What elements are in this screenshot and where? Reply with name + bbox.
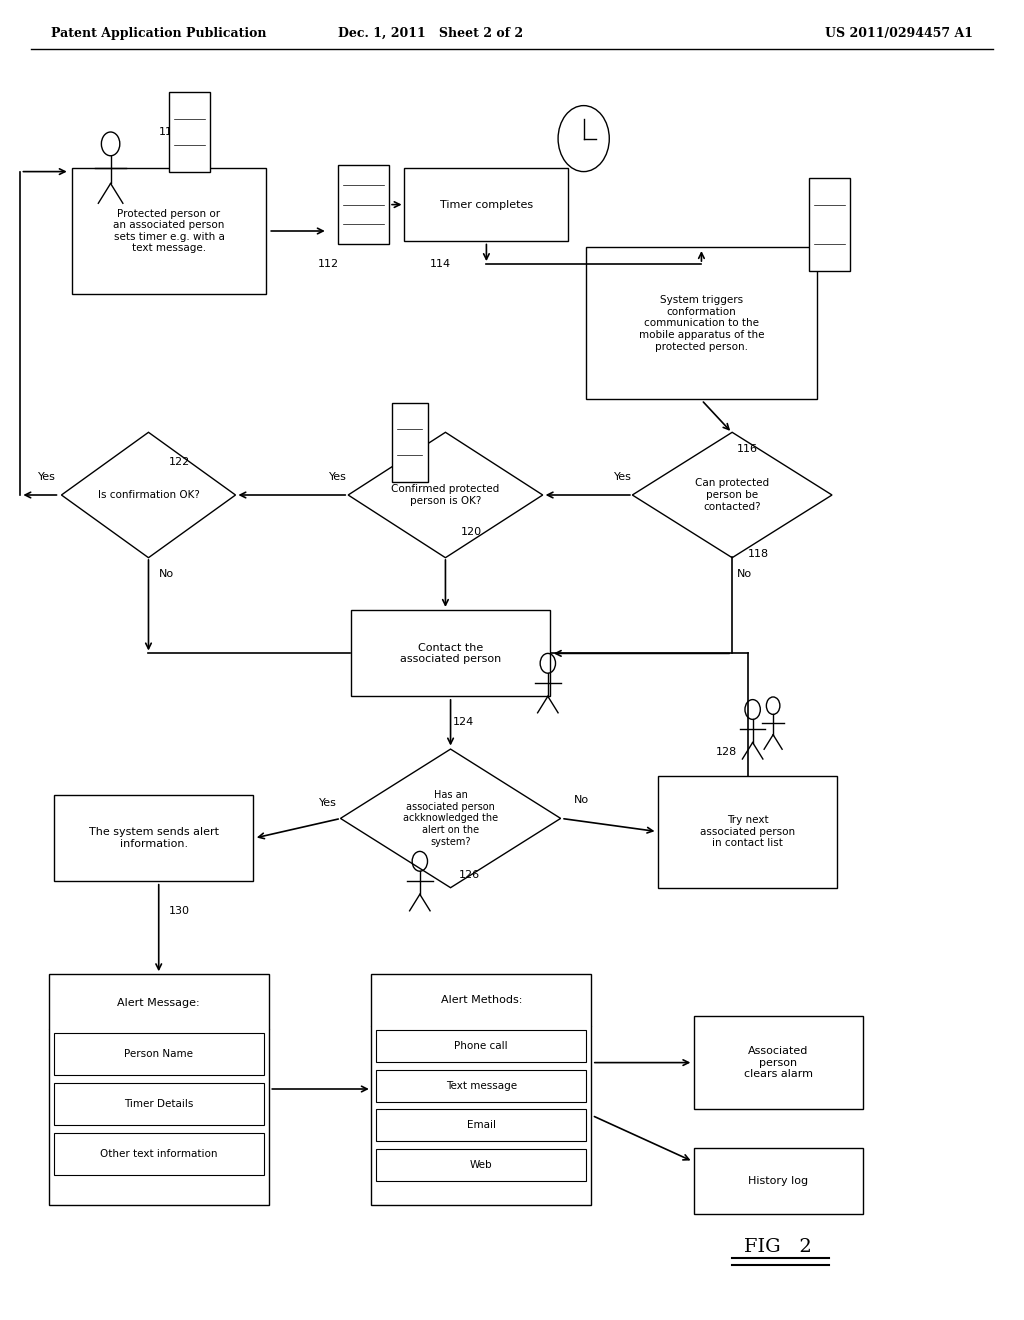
Text: Alert Message:: Alert Message:	[118, 998, 200, 1007]
Bar	[338, 165, 389, 244]
Polygon shape	[340, 750, 561, 887]
Bar	[72, 169, 266, 294]
Text: 122: 122	[169, 457, 190, 467]
Polygon shape	[61, 433, 236, 557]
Text: Associated
person
clears alarm: Associated person clears alarm	[743, 1045, 813, 1080]
Text: Can protected
person be
contacted?: Can protected person be contacted?	[695, 478, 769, 512]
Text: Is confirmation OK?: Is confirmation OK?	[97, 490, 200, 500]
Text: Text message: Text message	[445, 1081, 517, 1090]
Text: 112: 112	[317, 259, 339, 269]
Text: History log: History log	[749, 1176, 808, 1187]
Text: Other text information: Other text information	[100, 1150, 217, 1159]
Text: 130: 130	[169, 906, 190, 916]
Text: System triggers
conformation
communication to the
mobile apparatus of the
protec: System triggers conformation communicati…	[639, 296, 764, 351]
Text: Timer completes: Timer completes	[440, 199, 532, 210]
Text: 120: 120	[461, 527, 482, 537]
Text: 116: 116	[737, 444, 759, 454]
Bar	[586, 248, 817, 399]
Text: Confirmed protected
person is OK?: Confirmed protected person is OK?	[391, 484, 500, 506]
Bar	[377, 1148, 586, 1181]
Bar	[391, 403, 428, 482]
Text: Patent Application Publication: Patent Application Publication	[51, 26, 266, 40]
Bar	[404, 168, 568, 242]
Bar	[53, 1082, 264, 1125]
Text: 128: 128	[716, 747, 737, 758]
Text: Protected person or
an associated person
sets timer e.g. with a
text message.: Protected person or an associated person…	[114, 209, 224, 253]
Bar	[350, 610, 551, 697]
Polygon shape	[632, 433, 831, 557]
Text: Web: Web	[470, 1160, 493, 1170]
Bar	[371, 974, 592, 1204]
Bar	[377, 1030, 586, 1061]
Text: Yes: Yes	[329, 471, 347, 482]
Text: Try next
associated person
in contact list: Try next associated person in contact li…	[700, 814, 795, 849]
Text: Yes: Yes	[613, 471, 632, 482]
Bar	[53, 1032, 264, 1074]
Text: Contact the
associated person: Contact the associated person	[400, 643, 501, 664]
Text: Has an
associated person
ackknowledged the
alert on the
system?: Has an associated person ackknowledged t…	[403, 791, 498, 846]
Text: The system sends alert
information.: The system sends alert information.	[89, 828, 218, 849]
Polygon shape	[348, 433, 543, 557]
Text: Alert Methods:: Alert Methods:	[440, 995, 522, 1005]
Text: Email: Email	[467, 1121, 496, 1130]
Bar	[694, 1016, 862, 1109]
Text: 114: 114	[430, 259, 452, 269]
Bar	[53, 1133, 264, 1176]
Bar	[169, 92, 210, 172]
Text: No: No	[159, 569, 174, 579]
Text: 110: 110	[159, 127, 180, 137]
Text: 118: 118	[748, 549, 769, 560]
Text: Phone call: Phone call	[455, 1041, 508, 1051]
Bar	[49, 974, 268, 1204]
Text: No: No	[737, 569, 753, 579]
Text: US 2011/0294457 A1: US 2011/0294457 A1	[824, 26, 973, 40]
Text: Dec. 1, 2011   Sheet 2 of 2: Dec. 1, 2011 Sheet 2 of 2	[338, 26, 522, 40]
Text: No: No	[573, 795, 589, 805]
Text: Yes: Yes	[318, 797, 337, 808]
Bar	[377, 1109, 586, 1140]
Text: Person Name: Person Name	[124, 1049, 194, 1059]
Bar	[694, 1148, 862, 1214]
Bar	[53, 795, 254, 882]
Bar	[657, 776, 837, 887]
Text: FIG   2: FIG 2	[744, 1238, 812, 1257]
Text: 124: 124	[453, 717, 474, 727]
Bar	[809, 178, 850, 271]
Bar	[377, 1071, 586, 1101]
Text: Timer Details: Timer Details	[124, 1100, 194, 1109]
Text: Yes: Yes	[39, 471, 56, 482]
Text: 126: 126	[459, 870, 480, 880]
